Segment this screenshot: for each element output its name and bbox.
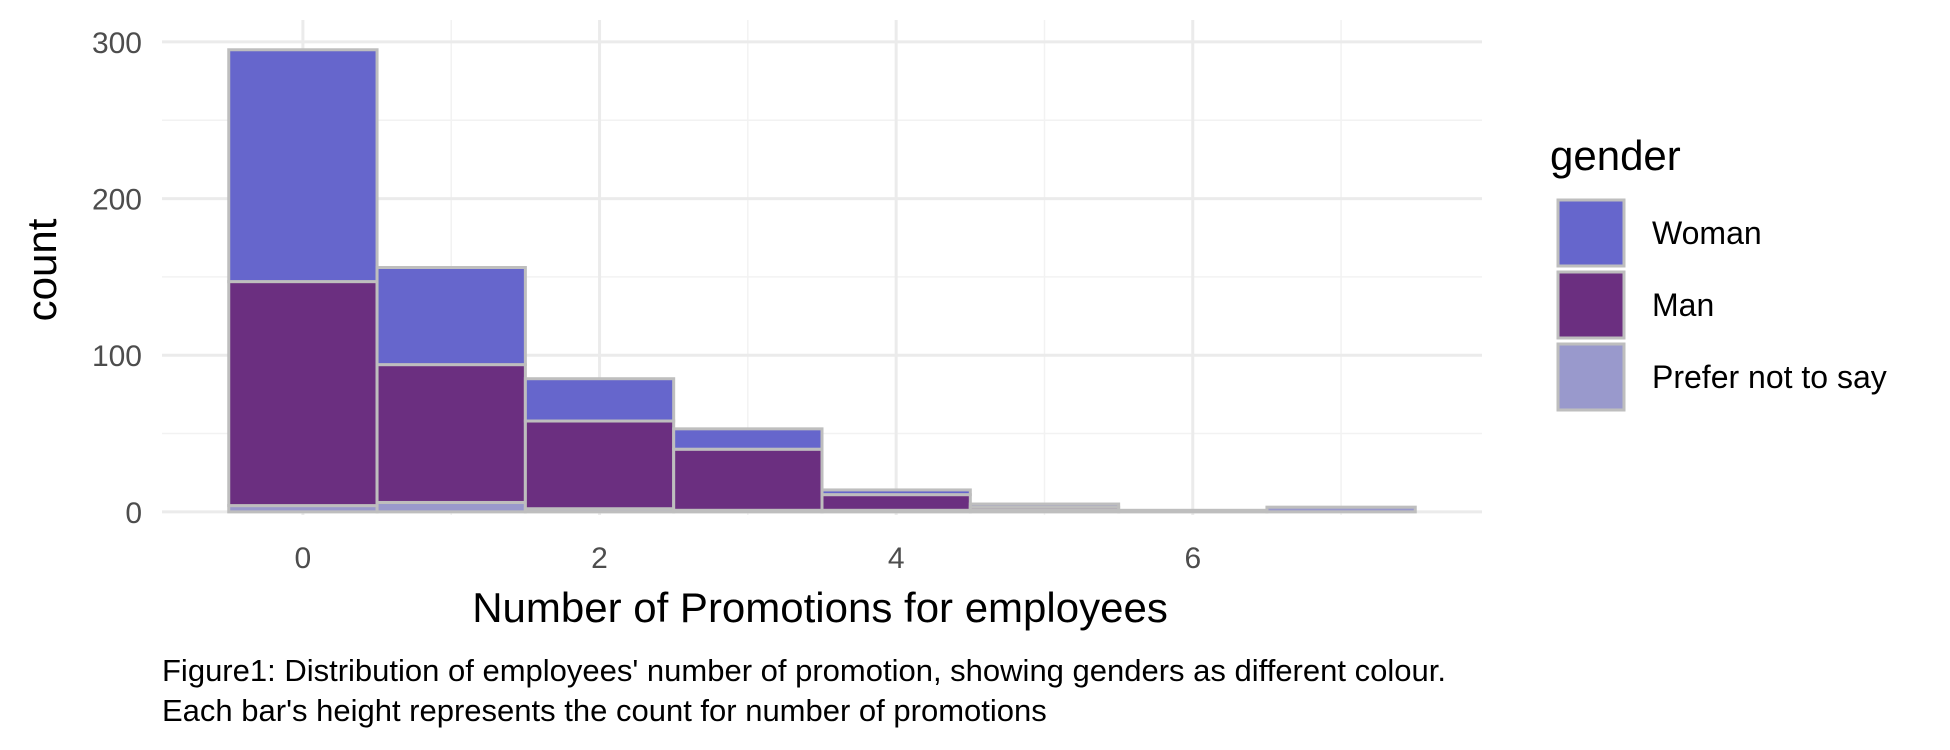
bar-segment-man	[672, 447, 824, 512]
bar-segment-prefer-not-to-say	[1117, 508, 1269, 514]
x-axis-ticks: 0 2 4 6	[295, 542, 1202, 575]
legend-label: Man	[1652, 287, 1714, 323]
bar-segment-woman	[968, 502, 1121, 509]
legend-label: Woman	[1652, 215, 1762, 251]
bar-segment-woman	[523, 377, 676, 423]
bar-segment-man	[820, 493, 972, 512]
bar-segment-woman	[375, 266, 527, 367]
x-tick-label: 2	[591, 542, 608, 575]
bar-segment-prefer-not-to-say	[1265, 505, 1417, 514]
y-axis-title: count	[18, 218, 65, 321]
bar-segment-woman	[227, 48, 379, 284]
bar-segment-man	[375, 363, 527, 504]
y-tick-label: 0	[125, 497, 142, 530]
y-tick-label: 200	[92, 184, 142, 217]
legend-title: gender	[1550, 132, 1681, 179]
y-axis-ticks: 0 100 200 300	[92, 27, 142, 530]
y-tick-label: 100	[92, 340, 142, 373]
bar-segment-woman	[672, 427, 824, 451]
legend-key-man	[1556, 270, 1626, 340]
x-tick-label: 0	[295, 542, 312, 575]
bar-segment-man	[523, 419, 676, 511]
legend-label: Prefer not to say	[1652, 359, 1887, 395]
x-tick-label: 6	[1184, 542, 1201, 575]
x-tick-label: 4	[888, 542, 905, 575]
bar-segment-man	[227, 280, 379, 508]
legend: gender Woman Man Prefer not to say	[1550, 132, 1887, 412]
legend-key-prefer-not-to-say	[1556, 342, 1626, 412]
legend-key-woman	[1556, 198, 1626, 268]
bar-segment-woman	[820, 488, 972, 497]
y-tick-label: 300	[92, 27, 142, 60]
caption-line-1: Figure1: Distribution of employees' numb…	[162, 653, 1446, 688]
bar-stacks	[227, 48, 1417, 514]
caption-line-2: Each bar's height represents the count f…	[162, 693, 1047, 728]
x-axis-title: Number of Promotions for employees	[472, 584, 1168, 631]
